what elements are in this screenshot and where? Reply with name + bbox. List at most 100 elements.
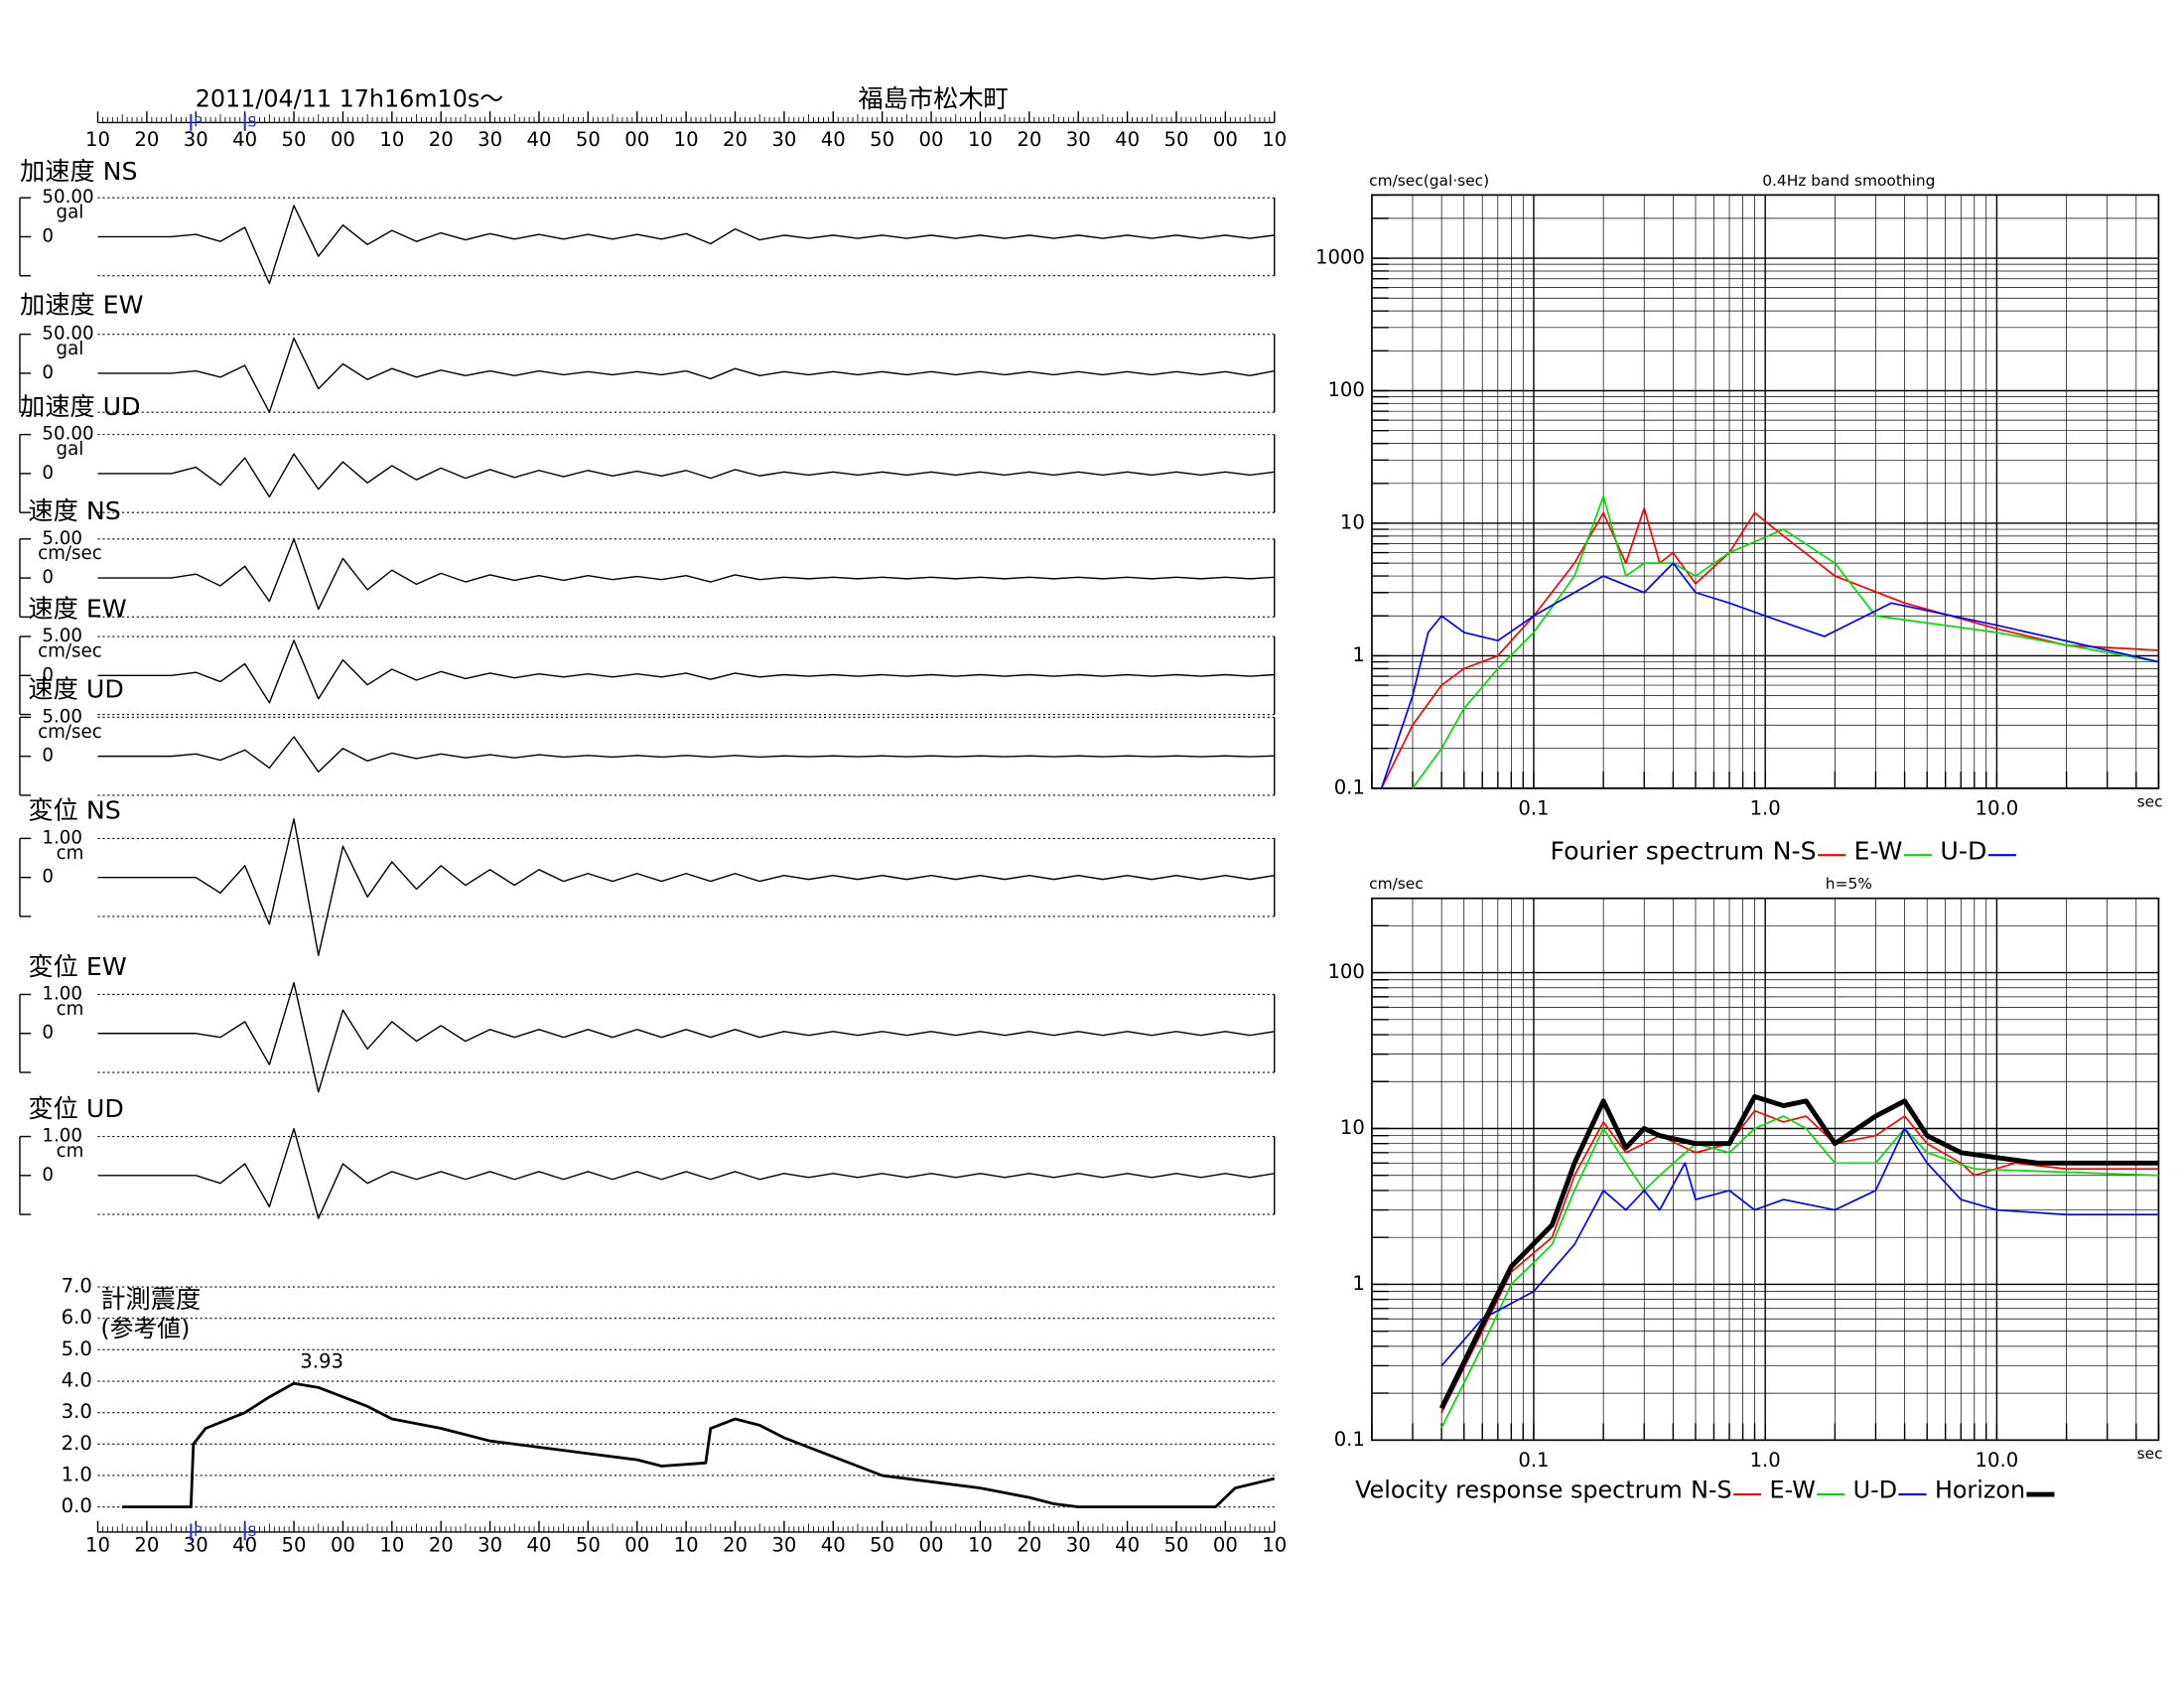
- time-tick-label: 00: [1213, 1533, 1238, 1556]
- legend-label: N-S: [1691, 1477, 1732, 1504]
- phase-label: P: [194, 114, 202, 130]
- time-tick-label: 00: [1213, 128, 1238, 151]
- legend-label: E-W: [1854, 836, 1903, 865]
- y-tick-label: 0.1: [1334, 1428, 1365, 1451]
- y-tick-label: 50.00: [42, 187, 93, 208]
- time-tick-label: 20: [723, 1533, 748, 1556]
- time-tick-label: 50: [282, 1533, 307, 1556]
- legend-label: U-D: [1853, 1477, 1897, 1504]
- unit-label: cm: [57, 843, 84, 864]
- time-tick-label: 30: [478, 1533, 502, 1556]
- time-tick-label: 10: [379, 1533, 404, 1556]
- data-line: [97, 453, 1275, 498]
- legend-label: Horizon: [1935, 1477, 2025, 1504]
- y-tick-label: 1.00: [42, 827, 82, 848]
- y-tick-label: 1: [1352, 643, 1364, 666]
- y-tick-label: 0: [42, 362, 54, 383]
- y-tick-label: 50.00: [42, 424, 93, 445]
- time-tick-label: 40: [1115, 128, 1140, 151]
- legend-label: N-S: [1773, 836, 1817, 865]
- y-tick-label: 0.0: [62, 1494, 92, 1517]
- data-line: [97, 337, 1275, 413]
- data-line: [97, 639, 1275, 704]
- unit-label: gal: [57, 339, 84, 359]
- y-tick-label: 0: [42, 1023, 54, 1044]
- data-line: [97, 818, 1275, 956]
- y-tick-label: 0.1: [1334, 775, 1365, 798]
- y-tick-label: 6.0: [62, 1306, 92, 1329]
- y-tick-label: 1.00: [42, 983, 82, 1004]
- y-tick-label: 0: [42, 664, 54, 685]
- time-tick-label: 00: [919, 128, 944, 151]
- plot-frame: [1371, 194, 2160, 789]
- time-tick-label: 00: [331, 128, 355, 151]
- trace-title: 加速度 NS: [20, 157, 138, 186]
- unit-label: gal: [57, 203, 84, 223]
- y-tick-label: 0: [42, 746, 54, 767]
- time-tick-label: 50: [1163, 1533, 1188, 1556]
- time-tick-label: 40: [821, 1533, 846, 1556]
- y-tick-label: 1000: [1315, 246, 1365, 269]
- y-tick-label: 3.0: [62, 1400, 92, 1423]
- data-line: [1440, 1127, 2159, 1367]
- time-tick-label: 10: [85, 128, 110, 151]
- x-tick-label: 0.1: [1518, 796, 1549, 819]
- x-axis-label: sec: [2137, 792, 2163, 810]
- time-tick-label: 30: [478, 128, 502, 151]
- trace-title: 変位 EW: [28, 952, 126, 981]
- time-tick-label: 50: [282, 128, 307, 151]
- unit-label: gal: [57, 439, 84, 460]
- annotation: 3.93: [300, 1350, 343, 1373]
- time-tick-label: 10: [1262, 128, 1287, 151]
- time-tick-label: 20: [429, 128, 454, 151]
- time-tick-label: 10: [968, 128, 993, 151]
- time-tick-label: 10: [968, 1533, 993, 1556]
- station-name: 福島市松木町: [858, 84, 1008, 113]
- time-tick-label: 40: [1115, 1533, 1140, 1556]
- y-tick-label: 10: [1340, 1116, 1365, 1139]
- time-tick-label: 00: [624, 1533, 649, 1556]
- time-tick-label: 40: [821, 128, 846, 151]
- unit-label: cm/sec: [38, 722, 102, 743]
- chart-title: 計測震度: [100, 1285, 201, 1314]
- data-line: [1380, 562, 2159, 789]
- y-tick-label: 1.0: [62, 1463, 92, 1485]
- time-tick-label: 40: [526, 128, 551, 151]
- y-tick-label: 5.00: [42, 528, 82, 549]
- time-tick-label: 30: [1066, 128, 1091, 151]
- y-tick-label: 5.00: [42, 706, 82, 727]
- y-tick-label: 4.0: [62, 1369, 92, 1392]
- time-tick-label: 20: [723, 128, 748, 151]
- data-line: [97, 538, 1275, 611]
- time-tick-label: 20: [134, 128, 159, 151]
- time-tick-label: 50: [1163, 128, 1188, 151]
- time-tick-label: 30: [1066, 1533, 1091, 1556]
- trace-title: 速度 EW: [28, 594, 126, 623]
- data-line: [1440, 1109, 2159, 1414]
- y-tick-label: 7.0: [62, 1275, 92, 1298]
- chart-subtitle: h=5%: [1826, 875, 1872, 893]
- chart-subtitle: 0.4Hz band smoothing: [1762, 172, 1935, 190]
- time-tick-label: 00: [624, 128, 649, 151]
- time-tick-label: 40: [526, 1533, 551, 1556]
- time-tick-label: 20: [429, 1533, 454, 1556]
- x-tick-label: 1.0: [1750, 1449, 1781, 1472]
- trace-title: 変位 UD: [28, 1094, 123, 1123]
- data-line: [97, 982, 1275, 1093]
- time-tick-label: 50: [576, 128, 601, 151]
- phase-label: P: [194, 1524, 202, 1540]
- unit-label: cm: [57, 999, 84, 1020]
- time-tick-label: 10: [1262, 1533, 1287, 1556]
- x-axis-label: sec: [2137, 1445, 2163, 1463]
- time-tick-label: 40: [232, 1533, 257, 1556]
- data-line: [1412, 494, 2159, 789]
- time-tick-label: 10: [85, 1533, 110, 1556]
- y-tick-label: 100: [1327, 960, 1364, 983]
- record-datetime: 2011/04/11 17h16m10s～: [196, 84, 503, 112]
- legend-title: Velocity response spectrum: [1355, 1477, 1683, 1504]
- trace-title: 速度 NS: [28, 496, 120, 525]
- time-tick-label: 30: [771, 128, 796, 151]
- x-tick-label: 1.0: [1750, 796, 1781, 819]
- time-tick-label: 50: [870, 1533, 894, 1556]
